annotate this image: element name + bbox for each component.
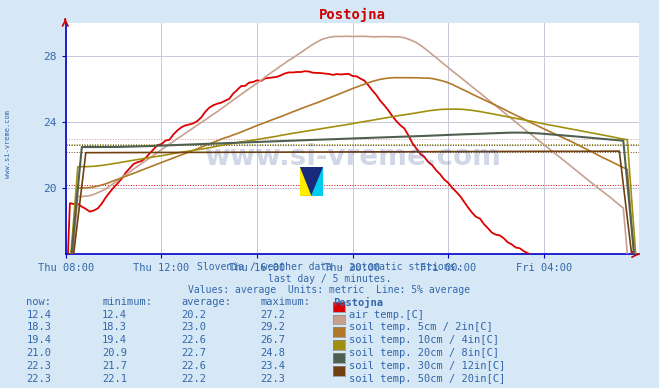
Text: 19.4: 19.4 xyxy=(102,335,127,345)
Polygon shape xyxy=(300,167,323,196)
Text: 22.3: 22.3 xyxy=(260,374,285,384)
Text: soil temp. 5cm / 2in[C]: soil temp. 5cm / 2in[C] xyxy=(349,322,493,333)
Text: 29.2: 29.2 xyxy=(260,322,285,333)
Text: 20.9: 20.9 xyxy=(102,348,127,358)
Polygon shape xyxy=(312,167,323,196)
Text: 23.4: 23.4 xyxy=(260,361,285,371)
Text: 12.4: 12.4 xyxy=(26,310,51,320)
Text: soil temp. 30cm / 12in[C]: soil temp. 30cm / 12in[C] xyxy=(349,361,505,371)
Text: minimum:: minimum: xyxy=(102,297,152,307)
Text: 23.0: 23.0 xyxy=(181,322,206,333)
Text: 21.7: 21.7 xyxy=(102,361,127,371)
Text: soil temp. 20cm / 8in[C]: soil temp. 20cm / 8in[C] xyxy=(349,348,500,358)
Text: 19.4: 19.4 xyxy=(26,335,51,345)
Text: Postojna: Postojna xyxy=(333,297,383,308)
Text: 22.6: 22.6 xyxy=(181,361,206,371)
Text: www.si-vreme.com: www.si-vreme.com xyxy=(5,109,11,178)
Text: 27.2: 27.2 xyxy=(260,310,285,320)
Text: 22.6: 22.6 xyxy=(181,335,206,345)
Text: 24.8: 24.8 xyxy=(260,348,285,358)
Polygon shape xyxy=(300,167,312,196)
Text: 22.7: 22.7 xyxy=(181,348,206,358)
Text: soil temp. 50cm / 20in[C]: soil temp. 50cm / 20in[C] xyxy=(349,374,505,384)
Text: 22.3: 22.3 xyxy=(26,374,51,384)
Text: maximum:: maximum: xyxy=(260,297,310,307)
Text: 22.2: 22.2 xyxy=(181,374,206,384)
Text: 22.1: 22.1 xyxy=(102,374,127,384)
Text: www.si-vreme.com: www.si-vreme.com xyxy=(204,143,501,171)
Text: air temp.[C]: air temp.[C] xyxy=(349,310,424,320)
Text: 12.4: 12.4 xyxy=(102,310,127,320)
Text: 20.2: 20.2 xyxy=(181,310,206,320)
Text: soil temp. 10cm / 4in[C]: soil temp. 10cm / 4in[C] xyxy=(349,335,500,345)
Text: 26.7: 26.7 xyxy=(260,335,285,345)
Text: Values: average  Units: metric  Line: 5% average: Values: average Units: metric Line: 5% a… xyxy=(188,285,471,295)
Text: now:: now: xyxy=(26,297,51,307)
Text: average:: average: xyxy=(181,297,231,307)
Text: Slovenia / weather data - automatic stations.: Slovenia / weather data - automatic stat… xyxy=(197,262,462,272)
Text: 21.0: 21.0 xyxy=(26,348,51,358)
Text: last day / 5 minutes.: last day / 5 minutes. xyxy=(268,274,391,284)
Text: 18.3: 18.3 xyxy=(102,322,127,333)
Title: Postojna: Postojna xyxy=(319,8,386,22)
Text: 22.3: 22.3 xyxy=(26,361,51,371)
Text: 18.3: 18.3 xyxy=(26,322,51,333)
